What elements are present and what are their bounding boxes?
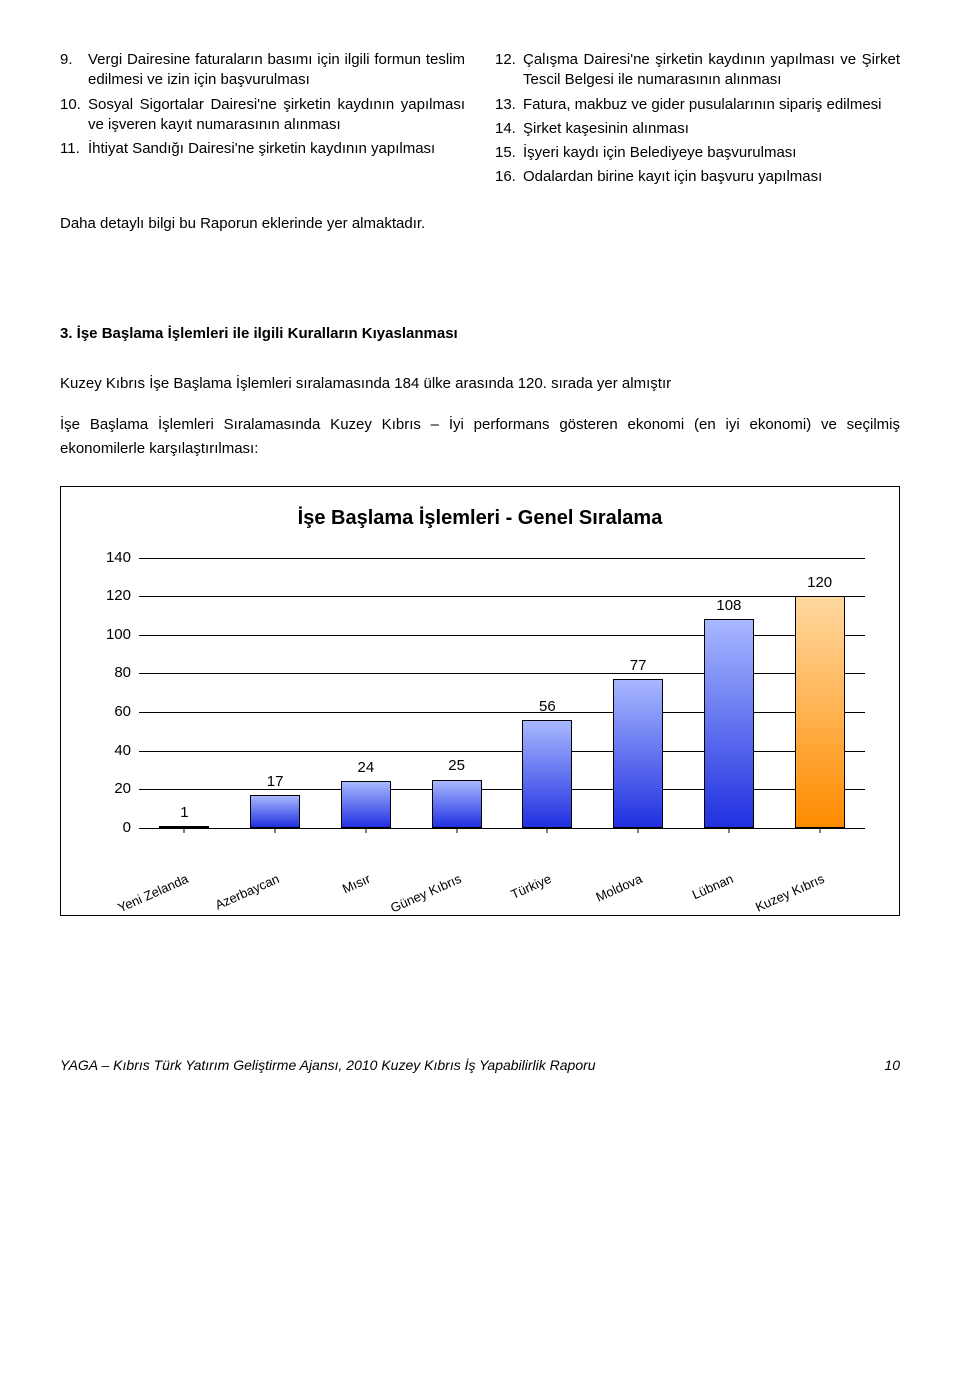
chart-x-label: Mısır (339, 870, 373, 898)
footer-text: YAGA – Kıbrıs Türk Yatırım Geliştirme Aj… (60, 1056, 596, 1075)
chart-y-label: 60 (95, 702, 131, 722)
chart-x-tick (728, 828, 729, 833)
list-item-text: Odalardan birine kayıt için başvuru yapı… (523, 167, 900, 187)
chart-title: İşe Başlama İşlemleri - Genel Sıralama (85, 505, 875, 532)
chart-gridline (139, 635, 865, 636)
chart-value-label: 56 (539, 697, 556, 717)
section-3-paragraph-1: Kuzey Kıbrıs İşe Başlama İşlemleri sıral… (60, 372, 900, 395)
chart-x-tick (819, 828, 820, 833)
list-item-text: İşyeri kaydı için Belediyeye başvurulmas… (523, 143, 900, 163)
chart-value-label: 1 (180, 803, 188, 823)
chart-bar: 77 (613, 679, 663, 828)
chart-x-axis: Yeni ZelandaAzerbaycanMısırGüney KıbrısT… (139, 828, 865, 858)
list-item-text: Sosyal Sigortalar Dairesi'ne şirketin ka… (88, 95, 465, 136)
chart-gridline (139, 751, 865, 752)
chart-bar: 25 (432, 780, 482, 828)
section-3-title: 3. İşe Başlama İşlemleri ile ilgili Kura… (60, 324, 900, 344)
chart-bar: 120 (795, 596, 845, 827)
list-item: 9.Vergi Dairesine faturaların basımı içi… (60, 50, 465, 91)
chart-gridline (139, 712, 865, 713)
chart-gridline (139, 789, 865, 790)
list-item-number: 15. (495, 143, 523, 163)
list-item: 12.Çalışma Dairesi'ne şirketin kaydının … (495, 50, 900, 91)
list-item-text: Fatura, makbuz ve gider pusulalarının si… (523, 95, 900, 115)
chart-x-tick (365, 828, 366, 833)
chart-gridline (139, 558, 865, 559)
chart-x-tick (456, 828, 457, 833)
chart-bar-rect (522, 720, 572, 828)
list-item: 11.İhtiyat Sandığı Dairesi'ne şirketin k… (60, 139, 465, 159)
left-column: 9.Vergi Dairesine faturaların basımı içi… (60, 50, 465, 192)
list-item-number: 16. (495, 167, 523, 187)
chart-y-label: 80 (95, 663, 131, 683)
list-item-number: 12. (495, 50, 523, 91)
page-number: 10 (884, 1056, 900, 1075)
list-item-number: 14. (495, 119, 523, 139)
chart-y-label: 140 (95, 548, 131, 568)
chart-bar-rect (250, 795, 300, 828)
chart-value-label: 25 (448, 756, 465, 776)
chart-y-label: 20 (95, 779, 131, 799)
chart-x-tick (547, 828, 548, 833)
list-item: 10.Sosyal Sigortalar Dairesi'ne şirketin… (60, 95, 465, 136)
chart-bar-rect (432, 780, 482, 828)
right-column: 12.Çalışma Dairesi'ne şirketin kaydının … (495, 50, 900, 192)
chart-gridline (139, 596, 865, 597)
chart-x-label: Azerbaycan (212, 870, 282, 914)
list-item-number: 11. (60, 139, 88, 159)
chart-container: İşe Başlama İşlemleri - Genel Sıralama 0… (60, 486, 900, 916)
chart-bar-rect (341, 781, 391, 827)
list-item-number: 10. (60, 95, 88, 136)
chart-value-label: 108 (716, 596, 741, 616)
list-item-text: Şirket kaşesinin alınması (523, 119, 900, 139)
list-item: 15.İşyeri kaydı için Belediyeye başvurul… (495, 143, 900, 163)
numbered-list-columns: 9.Vergi Dairesine faturaların basımı içi… (60, 50, 900, 192)
list-item: 16.Odalardan birine kayıt için başvuru y… (495, 167, 900, 187)
chart-x-label: Kuzey Kıbrıs (752, 870, 826, 916)
chart-y-label: 100 (95, 625, 131, 645)
chart-y-label: 40 (95, 740, 131, 760)
chart-gridline (139, 673, 865, 674)
chart-value-label: 77 (630, 656, 647, 676)
list-item-text: İhtiyat Sandığı Dairesi'ne şirketin kayd… (88, 139, 465, 159)
chart-bar-rect (795, 596, 845, 827)
chart-x-label: Lübnan (689, 870, 736, 904)
chart-plot: 02040608010012014011724255677108120 (139, 558, 865, 828)
list-item-text: Çalışma Dairesi'ne şirketin kaydının yap… (523, 50, 900, 91)
list-item: 14.Şirket kaşesinin alınması (495, 119, 900, 139)
list-item-text: Vergi Dairesine faturaların basımı için … (88, 50, 465, 91)
chart-x-label: Türkiye (508, 870, 554, 903)
chart-y-label: 0 (95, 818, 131, 838)
chart-bar: 24 (341, 781, 391, 827)
chart-x-tick (638, 828, 639, 833)
chart-x-label: Güney Kıbrıs (387, 870, 463, 917)
chart-x-tick (275, 828, 276, 833)
chart-bar: 56 (522, 720, 572, 828)
list-item: 13.Fatura, makbuz ve gider pusulalarının… (495, 95, 900, 115)
list-item-number: 13. (495, 95, 523, 115)
chart-bar-rect (704, 619, 754, 827)
section-3-paragraph-2: İşe Başlama İşlemleri Sıralamasında Kuze… (60, 413, 900, 460)
chart-x-label: Yeni Zelanda (115, 870, 191, 917)
list-item-number: 9. (60, 50, 88, 91)
chart-value-label: 24 (358, 758, 375, 778)
chart-x-label: Moldova (593, 870, 645, 906)
chart-area: 02040608010012014011724255677108120 Yeni… (85, 558, 875, 858)
chart-value-label: 120 (807, 573, 832, 593)
chart-bar: 17 (250, 795, 300, 828)
chart-bar-rect (613, 679, 663, 828)
chart-value-label: 17 (267, 772, 284, 792)
page-footer: YAGA – Kıbrıs Türk Yatırım Geliştirme Aj… (60, 1056, 900, 1075)
chart-bar: 108 (704, 619, 754, 827)
chart-x-tick (184, 828, 185, 833)
chart-y-label: 120 (95, 586, 131, 606)
annex-note: Daha detaylı bilgi bu Raporun eklerinde … (60, 214, 900, 234)
